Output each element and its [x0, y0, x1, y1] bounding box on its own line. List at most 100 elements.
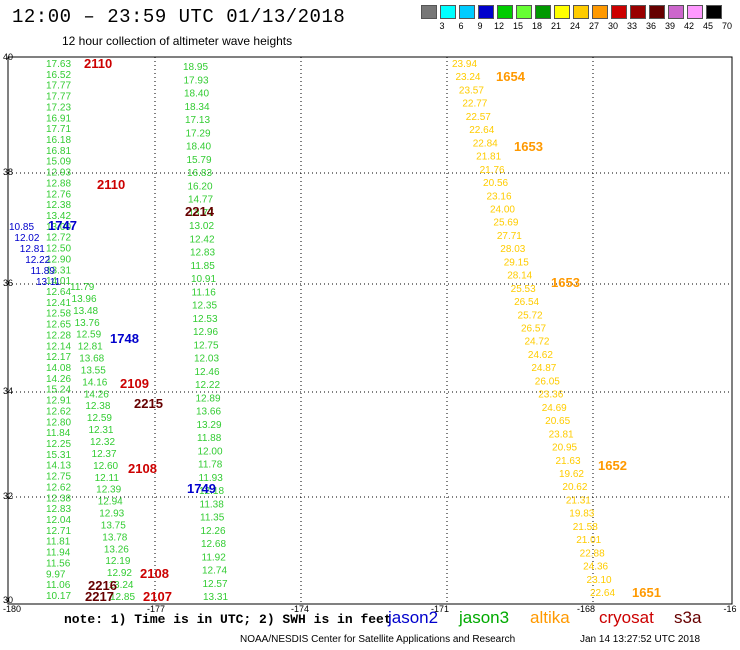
swh-value-label: 10.17	[46, 591, 71, 602]
swh-value-label: 15.31	[46, 450, 71, 461]
color-swatch	[649, 5, 665, 19]
swh-value-label: 22.84	[473, 138, 498, 149]
pass-number-label: 1748	[110, 331, 139, 346]
pass-number-label: 2110	[97, 177, 125, 192]
color-scale-label: 6	[458, 21, 464, 31]
swh-value-label: 12.46	[195, 367, 220, 378]
color-scale-label: 36	[645, 21, 656, 31]
swh-value-label: 12.92	[107, 568, 132, 579]
swh-value-label: 12.00	[198, 446, 223, 457]
swh-value-label: 13.48	[73, 306, 98, 317]
swh-value-label: 12.93	[46, 168, 71, 179]
swh-value-label: 12.62	[46, 406, 71, 417]
swh-value-label: 16.52	[46, 70, 71, 81]
color-scale-label: 33	[626, 21, 637, 31]
page-title: 12:00 – 23:59 UTC 01/13/2018	[12, 6, 346, 28]
swh-value-label: 13.00	[46, 222, 71, 233]
swh-value-label: 12.65	[46, 320, 71, 331]
longitude-tick-label: -171	[431, 604, 449, 614]
swh-value-label: 16.18	[46, 135, 71, 146]
swh-value-label: 12.85	[110, 592, 135, 603]
swh-value-label: 13.24	[108, 580, 133, 591]
swh-value-label: 12.60	[93, 461, 118, 472]
color-swatch	[459, 5, 475, 19]
swh-value-label: 12.04	[46, 515, 71, 526]
swh-value-label: 10.91	[191, 274, 216, 285]
pass-number-label: 2217	[85, 589, 114, 604]
swh-value-label: 11.92	[202, 552, 227, 563]
pass-number-label: 2215	[134, 396, 163, 411]
color-scale-label: 45	[702, 21, 713, 31]
swh-value-label: 24.87	[531, 363, 556, 374]
longitude-tick-label: -168	[577, 604, 595, 614]
latitude-tick-label: 40	[3, 52, 13, 62]
swh-value-label: 12.41	[46, 298, 71, 309]
color-swatch	[630, 5, 646, 19]
swh-value-label: 21.81	[476, 152, 501, 163]
swh-value-label: 12.22	[25, 255, 50, 266]
swh-value-label: 26.54	[514, 297, 539, 308]
swh-value-label: 12.71	[46, 526, 71, 537]
swh-value-label: 27.71	[497, 231, 522, 242]
latitude-tick-label: 36	[3, 278, 13, 288]
swh-value-label: 13.55	[81, 365, 106, 376]
swh-value-label: 13.29	[197, 420, 222, 431]
footer-timestamp: Jan 14 13:27:52 UTC 2018	[580, 634, 701, 645]
swh-value-label: 12.03	[194, 354, 219, 365]
swh-value-label: 14.16	[82, 377, 107, 388]
swh-value-label: 17.23	[46, 102, 71, 113]
pass-number-label: 1654	[496, 69, 526, 84]
swh-value-label: 13.68	[79, 354, 104, 365]
legend-jason3: jason3	[459, 608, 510, 627]
swh-value-label: 13.42	[46, 211, 71, 222]
swh-value-label: 21.63	[556, 456, 581, 467]
swh-value-label: 12.11	[95, 473, 120, 484]
color-swatch	[687, 5, 703, 19]
swh-value-label: 10.85	[9, 222, 34, 233]
swh-value-label: 18.95	[183, 62, 208, 73]
swh-value-label: 12.64	[46, 287, 71, 298]
swh-value-label: 11.56	[46, 558, 71, 569]
color-swatch	[497, 5, 513, 19]
swh-value-label: 12.39	[96, 485, 121, 496]
swh-value-label: 12.18	[199, 486, 224, 497]
color-swatch	[554, 5, 570, 19]
swh-value-label: 12.83	[190, 248, 215, 259]
swh-value-label: 13.31	[203, 592, 228, 603]
swh-value-label: 12.75	[46, 472, 71, 483]
swh-value-label: 23.94	[452, 59, 477, 70]
swh-value-label: 12.35	[192, 301, 217, 312]
swh-value-label: 12.42	[190, 234, 215, 245]
swh-value-label: 26.05	[535, 376, 560, 387]
legend-cryosat: cryosat	[599, 608, 654, 627]
color-scale-label: 3	[439, 21, 445, 31]
pass-number-label: 1653	[551, 275, 580, 290]
swh-value-label: 23.57	[459, 85, 484, 96]
color-swatch	[592, 5, 608, 19]
swh-value-label: 12.38	[85, 401, 110, 412]
swh-value-label: 22.77	[462, 99, 487, 110]
swh-value-label: 17.29	[186, 128, 211, 139]
swh-value-label: 17.93	[184, 75, 209, 86]
swh-value-label: 12.22	[195, 380, 220, 391]
swh-value-label: 11.84	[46, 428, 71, 439]
color-swatch	[516, 5, 532, 19]
pass-number-label: 1749	[187, 481, 216, 496]
swh-value-label: 13.78	[102, 532, 127, 543]
color-swatch	[421, 5, 437, 19]
swh-value-label: 12.80	[46, 417, 71, 428]
swh-value-label: 17.71	[46, 124, 71, 135]
swh-value-label: 11.89	[31, 266, 56, 277]
swh-value-label: 11.79	[70, 282, 95, 293]
swh-value-label: 20.65	[545, 416, 570, 427]
color-scale-label: 12	[493, 21, 504, 31]
swh-value-label: 13.77	[189, 208, 214, 219]
swh-value-label: 20.56	[483, 178, 508, 189]
swh-value-label: 12.19	[105, 556, 130, 567]
color-scale-label: 9	[477, 21, 483, 31]
color-scale-label: 42	[683, 21, 694, 31]
color-swatch	[535, 5, 551, 19]
swh-value-label: 25.69	[493, 218, 518, 229]
swh-value-label: 14.26	[46, 374, 71, 385]
swh-value-label: 21.76	[480, 165, 505, 176]
